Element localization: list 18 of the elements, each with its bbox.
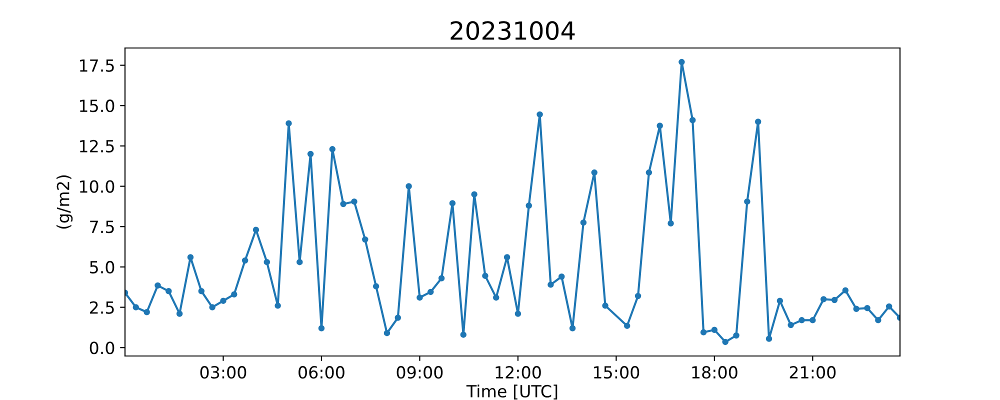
y-tick-label: 10.0 bbox=[80, 180, 114, 193]
x-axis-title: Time [UTC] bbox=[466, 384, 558, 400]
chart-title: 20231004 bbox=[450, 21, 575, 40]
x-tick-label: 15:00 bbox=[594, 366, 640, 379]
y-tick-label: 5.0 bbox=[90, 260, 114, 274]
x-tick-label: 18:00 bbox=[692, 366, 738, 379]
y-tick-label: 15.0 bbox=[80, 100, 114, 112]
y-tick-label: 12.5 bbox=[80, 140, 114, 153]
y-tick-label: 2.5 bbox=[90, 301, 114, 314]
x-tick-label: 03:00 bbox=[200, 366, 246, 379]
y-axis-title: (g/m2) bbox=[56, 175, 73, 229]
x-tick-label: 21:00 bbox=[790, 366, 836, 379]
y-tick-label: 17.5 bbox=[80, 59, 114, 72]
y-tick-label: 7.5 bbox=[90, 220, 114, 234]
x-tick-label: 12:00 bbox=[496, 366, 541, 379]
y-tick-label: 0.0 bbox=[90, 342, 114, 354]
x-tick-label: 09:00 bbox=[396, 366, 443, 379]
x-tick-label: 06:00 bbox=[298, 366, 344, 379]
